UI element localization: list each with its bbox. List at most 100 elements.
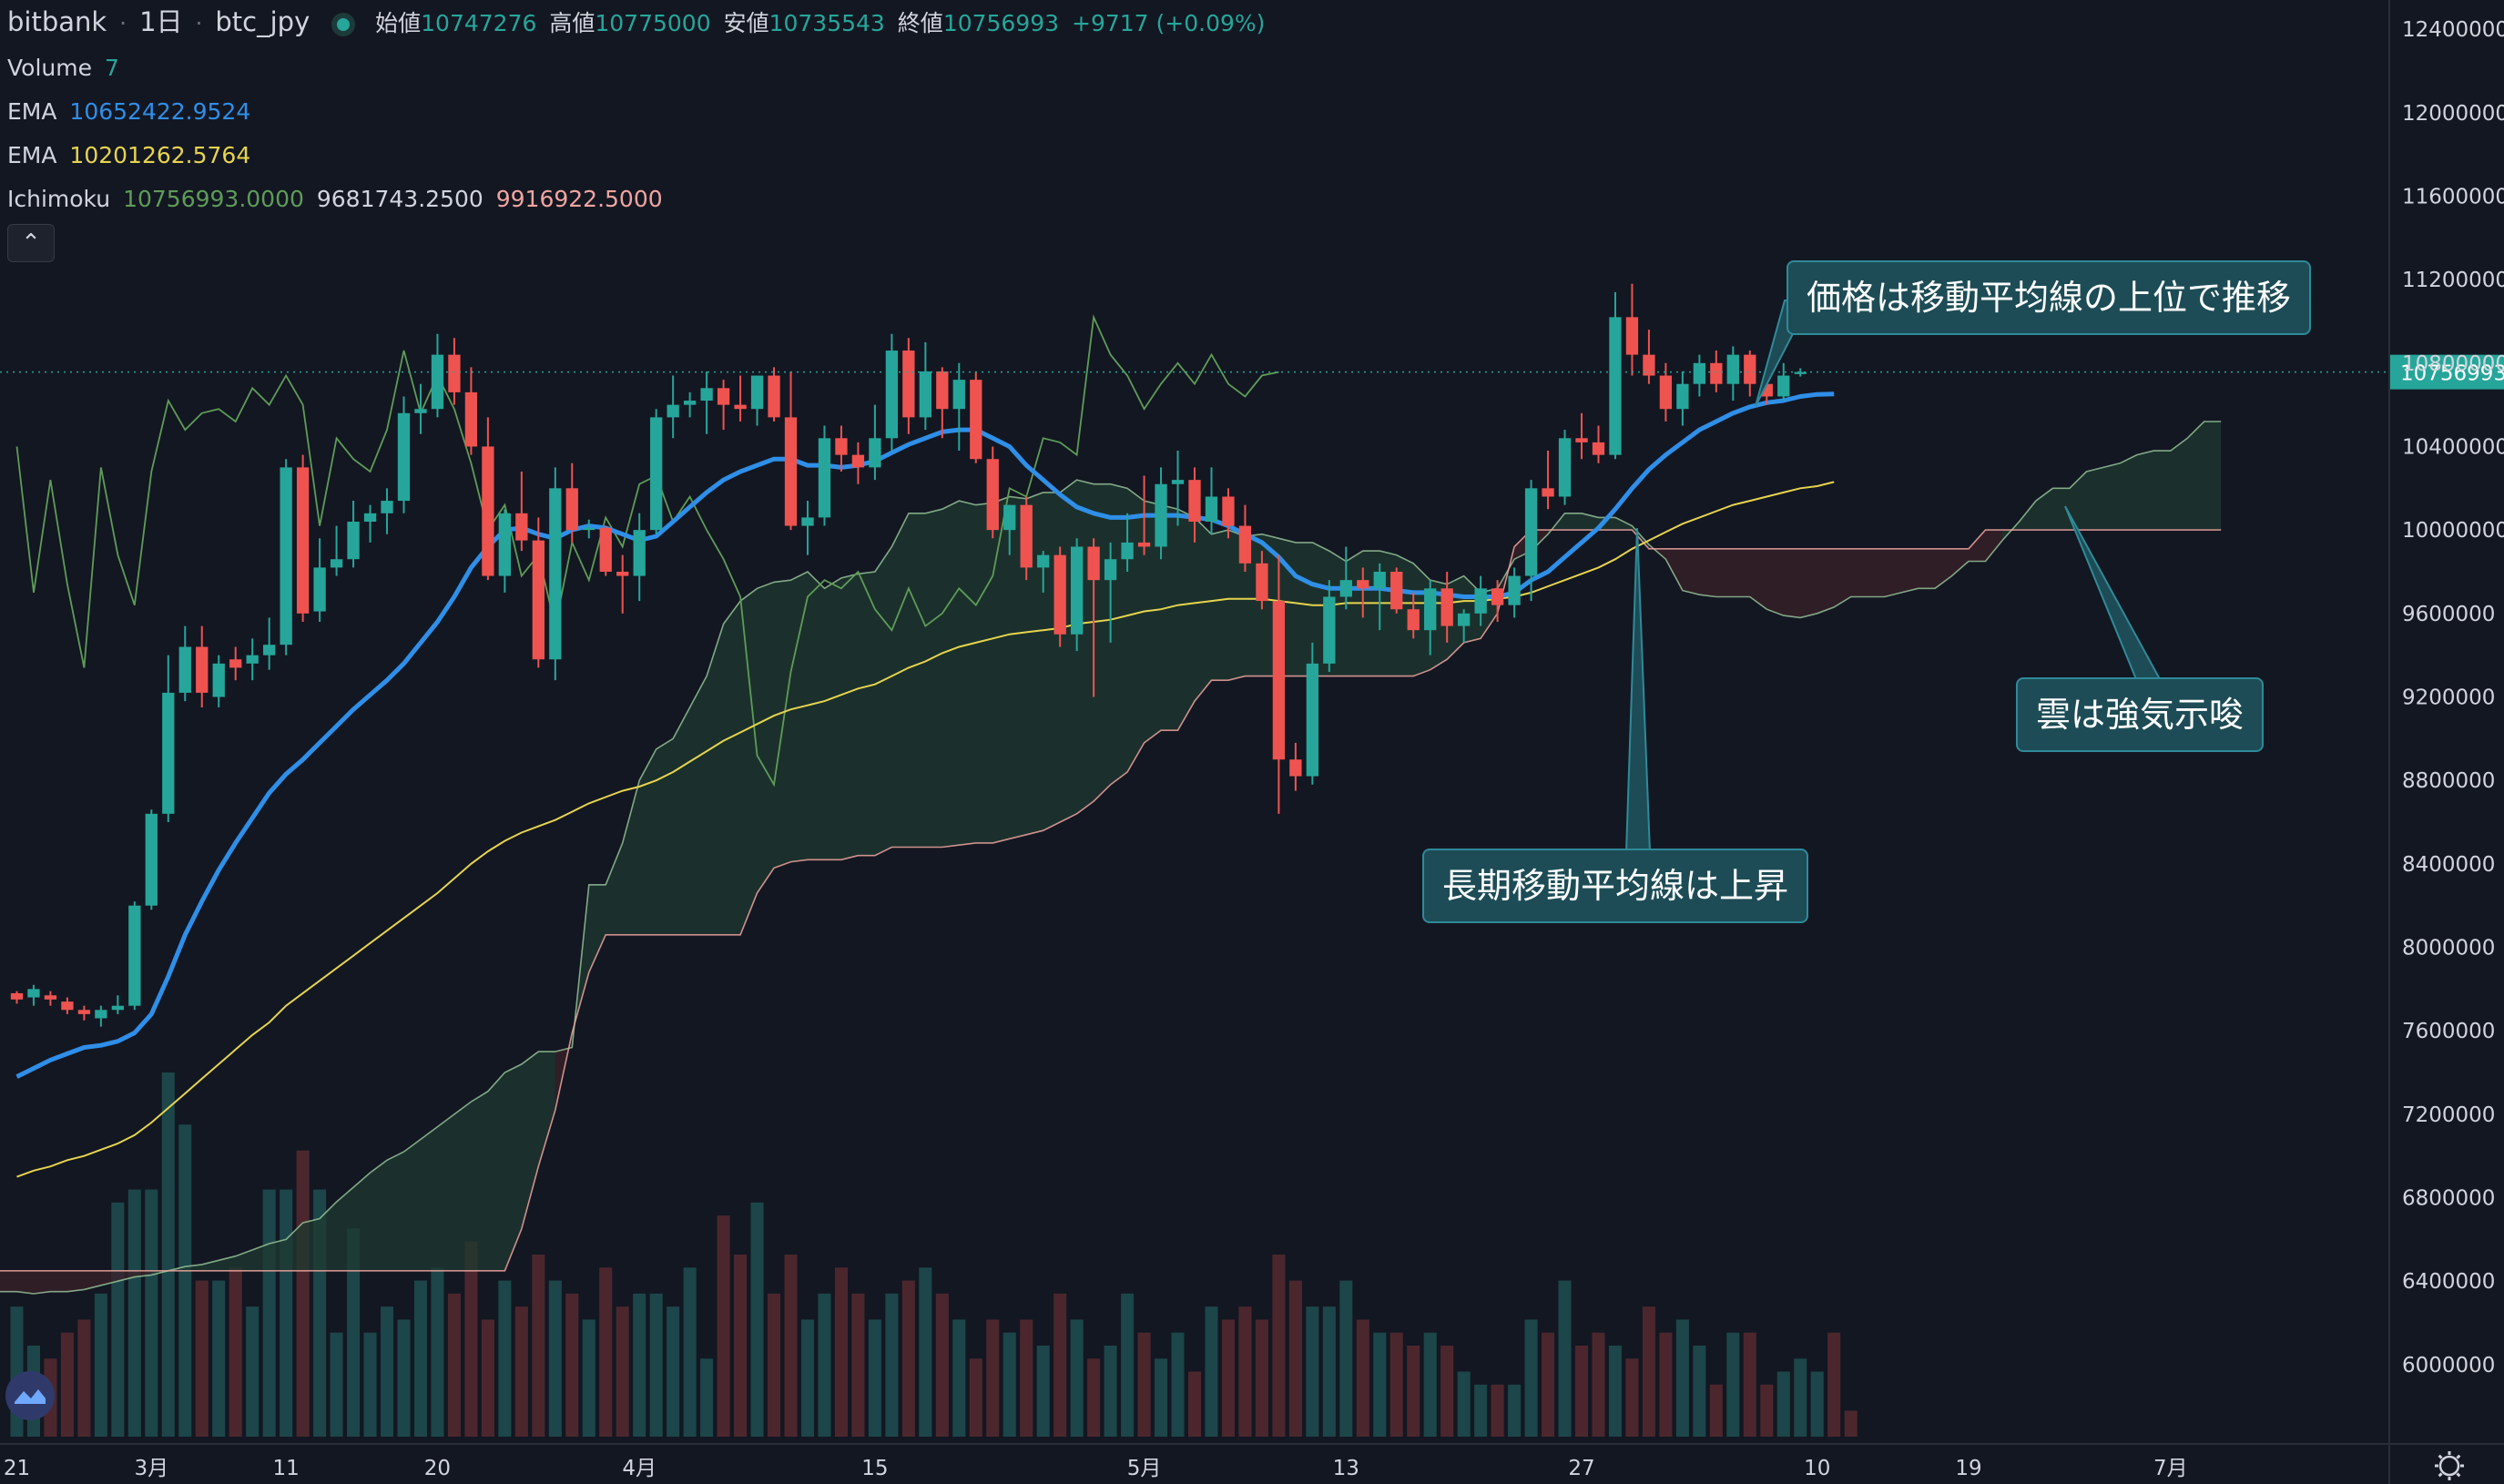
candle [1323,596,1336,664]
y-tick-label: 10000000 [2402,519,2504,543]
volume-bar [1155,1358,1168,1437]
volume-bar [1322,1306,1336,1437]
volume-bar [784,1255,798,1437]
volume-legend[interactable]: Volume 7 [7,54,125,83]
volume-bar [1205,1306,1218,1437]
volume-bar [1070,1319,1084,1437]
volume-bar [851,1293,865,1437]
candle [1357,580,1369,589]
volume-bar [1272,1255,1286,1437]
y-tick-label: 8400000 [2402,853,2495,877]
candle [229,659,242,668]
y-tick-label: 11200000 [2402,269,2504,292]
volume-bar [768,1293,781,1437]
y-tick-label: 6800000 [2402,1187,2495,1211]
symbol-name[interactable]: btc_jpy [215,6,310,37]
volume-bar [633,1293,646,1437]
volume-bar [246,1306,260,1437]
ema-long-legend[interactable]: EMA 10201262.5764 [7,141,256,170]
candle [111,1005,125,1011]
ichimoku-cloud [0,1270,152,1294]
interval-label[interactable]: 1日 [139,6,183,37]
candle [178,646,191,693]
candle [1609,317,1622,455]
candle [313,567,326,612]
volume-bar [1087,1358,1101,1437]
volume-bar [919,1267,932,1437]
candle [734,404,747,410]
volume-bar [1542,1332,1555,1437]
collapse-legend-button[interactable]: ⌃ [7,224,55,262]
candle [1256,563,1268,602]
candle [1491,588,1504,605]
candle [851,454,865,468]
candle [1188,480,1201,522]
volume-bar [750,1202,764,1437]
volume-bar [498,1280,512,1437]
volume-bar [262,1189,276,1437]
volume-bar [582,1319,595,1437]
volume-bar [280,1189,293,1437]
ichimoku-legend[interactable]: Ichimoku 10756993.0000 9681743.2500 9916… [7,185,668,214]
ichimoku-value-3: 9916922.5000 [495,186,663,212]
volume-bar [1389,1332,1403,1437]
volume-bar [1306,1306,1319,1437]
ema-short-legend[interactable]: EMA 10652422.9524 [7,97,256,127]
volume-bar [532,1255,545,1437]
candle [784,417,798,526]
candle [532,540,545,660]
x-tick-label: 19 [1955,1457,1981,1480]
candle [196,646,209,693]
ichimoku-cloud [1648,530,2002,618]
volume-bar [1440,1346,1454,1437]
volume-bar [111,1202,125,1437]
close-label: 終値 [897,10,943,36]
candle [902,351,915,418]
volume-bar [649,1293,663,1437]
volume-bar [1020,1319,1033,1437]
candle [1458,613,1471,626]
volume-bar [1508,1384,1522,1437]
volume-bar [616,1306,629,1437]
candle [128,905,141,1006]
candle [717,388,730,405]
volume-bar [397,1319,411,1437]
candle [835,438,848,455]
candle [263,645,276,656]
low-label: 安値 [723,10,769,36]
candle [1777,375,1790,397]
tradingview-logo-icon[interactable] [5,1371,55,1420]
candle [1037,554,1050,568]
x-tick-label: 5月 [1127,1457,1162,1480]
ichimoku-cloud [2002,422,2222,541]
volume-bar [1137,1332,1151,1437]
candle [1676,383,1689,410]
volume-bar [901,1280,915,1437]
volume-bar [1339,1280,1353,1437]
volume-bar [1675,1319,1689,1437]
candle [970,380,982,460]
y-tick-label: 9600000 [2402,603,2495,626]
candle [347,521,360,560]
candle [768,375,780,418]
last-price-tag: 10756993 [2390,354,2504,390]
candle [431,354,444,410]
candle [515,513,528,541]
y-tick-label: 11600000 [2402,185,2504,208]
volume-bar [548,1280,562,1437]
settings-gear-icon[interactable] [2435,1451,2464,1480]
chevron-up-icon: ⌃ [21,229,41,257]
candle [1306,663,1319,777]
candle [280,467,292,645]
volume-bar [296,1150,310,1437]
candle [1744,354,1756,384]
candle [27,989,40,998]
volume-bar [1693,1346,1706,1437]
candle [1575,438,1588,442]
volume-bar [1187,1371,1202,1437]
exchange-name[interactable]: bitbank [7,6,107,37]
candle [1289,759,1302,777]
x-tick-label: 21 [4,1457,30,1480]
y-tick-label: 8800000 [2402,769,2495,793]
